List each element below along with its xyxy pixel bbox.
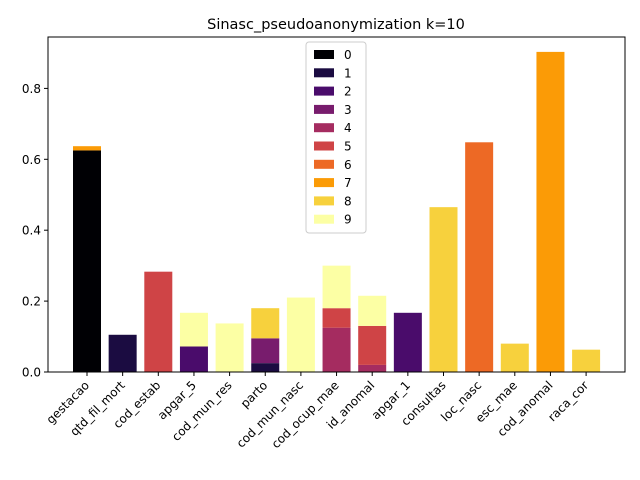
- y-tick-label: 0.2: [22, 295, 41, 309]
- y-tick-label: 0.8: [22, 82, 41, 96]
- legend-swatch: [314, 123, 334, 133]
- bar-id_anomal-series-5: [358, 325, 387, 365]
- bar-parto-series-8: [251, 308, 280, 339]
- bar-cod_ocup_mae-series-4: [322, 327, 351, 372]
- bar-id_anomal-series-4: [358, 364, 387, 372]
- y-tick-label: 0.4: [22, 224, 41, 238]
- bar-apgar_1-series-2: [393, 312, 422, 372]
- legend-swatch: [314, 50, 334, 59]
- bar-apgar_5-series-2: [179, 346, 208, 372]
- bar-cod_ocup_mae-series-5: [322, 308, 351, 328]
- y-tick-label: 0.6: [22, 153, 41, 167]
- chart-title: Sinasc_pseudoanonymization k=10: [207, 17, 465, 33]
- bar-apgar_5-series-9: [179, 312, 208, 347]
- bar-cod_anomal-series-7: [536, 51, 565, 372]
- bars-layer: [73, 51, 601, 372]
- legend-label: 0: [344, 48, 352, 62]
- y-tick-label: 0.0: [22, 366, 41, 380]
- legend-label: 5: [344, 140, 352, 154]
- legend-swatch: [314, 104, 334, 114]
- bar-cod_ocup_mae-series-9: [322, 265, 351, 309]
- bar-gestacao-series-0: [73, 150, 101, 372]
- bar-cod_mun_nasc-series-9: [286, 297, 315, 372]
- legend-label: 3: [344, 103, 352, 117]
- legend-swatch: [314, 214, 334, 224]
- bar-cod_mun_res-series-9: [215, 323, 244, 372]
- bar-qtd_fil_mort-series-1: [108, 334, 137, 372]
- bar-loc_nasc-series-6: [465, 142, 494, 372]
- legend-label: 9: [344, 213, 352, 227]
- x-axis: gestacaoqtd_fil_mortcod_estabapgar_5cod_…: [44, 372, 591, 451]
- legend-label: 1: [344, 66, 352, 80]
- bar-parto-series-3: [251, 338, 280, 364]
- bar-esc_mae-series-8: [500, 343, 529, 372]
- legend-label: 4: [344, 121, 352, 135]
- bar-id_anomal-series-9: [358, 295, 387, 326]
- legend-swatch: [314, 178, 334, 188]
- x-tick-label: parto: [238, 378, 270, 410]
- legend-label: 8: [344, 194, 352, 208]
- legend-swatch: [314, 86, 334, 96]
- bar-cod_estab-series-5: [144, 271, 173, 372]
- legend-swatch: [314, 196, 334, 206]
- legend-label: 6: [344, 158, 352, 172]
- legend-swatch: [314, 141, 334, 151]
- legend-swatch: [314, 159, 334, 169]
- bar-consultas-series-8: [429, 207, 458, 372]
- legend-swatch: [314, 68, 334, 78]
- legend: 0 1 2 3 4 5 6 7 8 9: [305, 41, 367, 234]
- bar-gestacao-series-7: [73, 146, 101, 151]
- legend-label: 2: [344, 85, 352, 99]
- plot-frame: [47, 36, 626, 373]
- legend-label: 7: [344, 176, 352, 190]
- bar-raca_cor-series-8: [572, 349, 601, 372]
- y-axis: 0.0 0.2 0.4 0.6 0.8: [22, 82, 48, 380]
- bar-parto-series-1: [251, 363, 280, 372]
